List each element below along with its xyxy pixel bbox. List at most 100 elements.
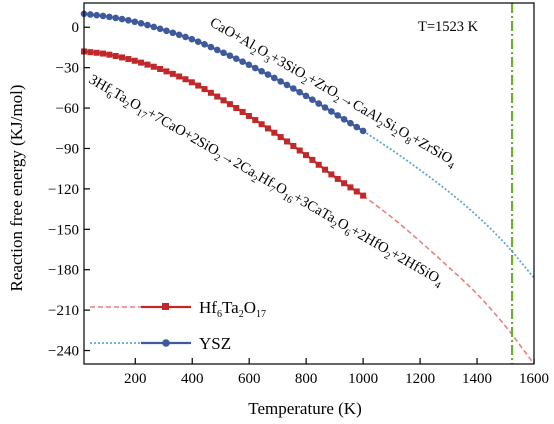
ysz-marker [353, 123, 361, 131]
ysz-marker [175, 31, 183, 39]
extrapolation-lines [362, 130, 535, 365]
ysz-marker [131, 18, 139, 26]
legend: Hf6Ta2O17 YSZ [90, 298, 266, 353]
hf6ta2o17-marker [169, 70, 176, 77]
ysz-marker [239, 58, 246, 66]
ysz-marker [182, 33, 189, 41]
hf6ta2o17-marker [87, 49, 94, 56]
hf6ta2o17-marker [303, 152, 310, 159]
ysz-marker [125, 17, 132, 24]
hf6ta2o17-marker [144, 61, 151, 68]
hf6ta2o17-marker [347, 184, 354, 191]
ysz-marker [315, 100, 323, 107]
y-tick-label: −60 [56, 101, 79, 117]
hf6ta2o17-marker [125, 56, 132, 63]
ysz-marker [163, 27, 170, 35]
x-tick-label: 800 [295, 371, 318, 387]
hf6ta2o17-marker [252, 117, 259, 124]
ysz-marker [207, 43, 215, 51]
legend-ysz-label: YSZ [199, 334, 231, 353]
x-tick-label: 1200 [405, 371, 435, 387]
ysz-marker [194, 38, 202, 45]
hf-reaction-annotation: 3Hf6Ta2O17+7CaO+2SiO2→2Ca2Hf7O16+3CaTa2O… [85, 72, 447, 292]
ysz-marker [245, 61, 253, 69]
x-tick-label: 1600 [519, 371, 549, 387]
hf6ta2o17-marker [360, 192, 367, 199]
ysz-marker [277, 78, 284, 85]
ysz-marker [290, 85, 297, 92]
ysz-marker [87, 11, 94, 18]
temperature-marker-label: T=1523 K [418, 19, 479, 35]
hf6ta2o17-marker [106, 51, 113, 58]
hf6ta2o17-marker [176, 73, 183, 80]
y-axis-title: Reaction free energy (KJ/mol) [7, 85, 26, 292]
hf6ta2o17-marker [195, 82, 202, 89]
ysz-marker [226, 52, 234, 59]
hf6ta2o17-marker [207, 89, 214, 96]
y-tick-label: −210 [48, 303, 79, 319]
hf6ta2o17-marker [290, 142, 297, 149]
legend-ysz-marker [162, 339, 170, 347]
ysz-marker [347, 119, 354, 127]
ysz-marker [213, 46, 221, 54]
hf6ta2o17-marker [131, 57, 138, 64]
hf6ta2o17-marker [163, 68, 170, 75]
ysz-marker [296, 88, 303, 96]
axis-ticks: 200 400 600 800 1000 1200 1400 1600 0 −30 −60 −90 −1… [48, 20, 549, 387]
hf6ta2o17-marker [264, 125, 271, 132]
hf6ta2o17-marker [157, 66, 164, 72]
ysz-reaction-annotation: CaO+Al2O3+3SiO2+ZrO2→CaAl2Si2O8+ZrSiO4 [206, 15, 460, 173]
hf6ta2o17-marker [220, 97, 227, 104]
ysz-marker [321, 104, 329, 111]
hf6ta2o17-marker [182, 76, 189, 83]
ysz-marker [334, 112, 342, 119]
ysz-marker [302, 92, 310, 100]
plot-frame [83, 2, 535, 365]
series-markers [80, 10, 367, 199]
ysz-marker [271, 74, 278, 82]
hf6ta2o17-marker [283, 138, 290, 145]
ysz-marker [93, 11, 100, 19]
hf6ta2o17-marker [201, 86, 208, 93]
hf6ta2o17-marker [233, 105, 240, 112]
y-tick-label: −150 [48, 222, 79, 238]
hf6ta2o17-marker [226, 101, 233, 108]
hf6ta2o17-marker [277, 134, 284, 141]
x-tick-label: 200 [124, 371, 147, 387]
hf6ta2o17-marker [353, 188, 360, 195]
ysz-marker [137, 20, 145, 27]
ysz-marker [150, 23, 158, 31]
ysz-marker [144, 21, 151, 29]
legend-hf-marker [162, 303, 169, 310]
x-tick-label: 1400 [462, 371, 492, 387]
ysz-marker [359, 127, 367, 135]
ysz-marker [169, 29, 177, 37]
hf6ta2o17-marker [322, 166, 329, 173]
hf6ta2o17-marker [119, 54, 126, 61]
hf6ta2o17-marker [258, 121, 265, 128]
ysz-marker [309, 96, 316, 103]
y-tick-label: −30 [56, 61, 79, 77]
hf6ta2o17-marker [328, 171, 335, 178]
ysz-marker [251, 64, 259, 72]
legend-hf-label: Hf6Ta2O17 [199, 298, 266, 320]
ysz-marker [258, 67, 265, 75]
y-tick-label: 0 [72, 20, 80, 36]
hf6ta2o17-series-line [83, 50, 364, 197]
x-tick-label: 600 [238, 371, 261, 387]
y-tick-label: −180 [48, 263, 79, 279]
ysz-marker [118, 15, 126, 23]
hf6ta2o17-marker [309, 156, 316, 163]
y-tick-label: −120 [48, 182, 79, 198]
hf6ta2o17-marker [150, 63, 157, 70]
ysz-marker [201, 41, 208, 48]
y-tick-label: −90 [56, 141, 79, 157]
hf6ta2o17-marker [112, 52, 119, 59]
ysz-marker [232, 55, 240, 62]
hf6ta2o17-marker [315, 161, 322, 168]
ysz-marker [106, 13, 113, 21]
hf6ta2o17-marker [271, 129, 278, 136]
hf6ta2o17-marker [214, 93, 221, 100]
ysz-marker [99, 12, 107, 20]
